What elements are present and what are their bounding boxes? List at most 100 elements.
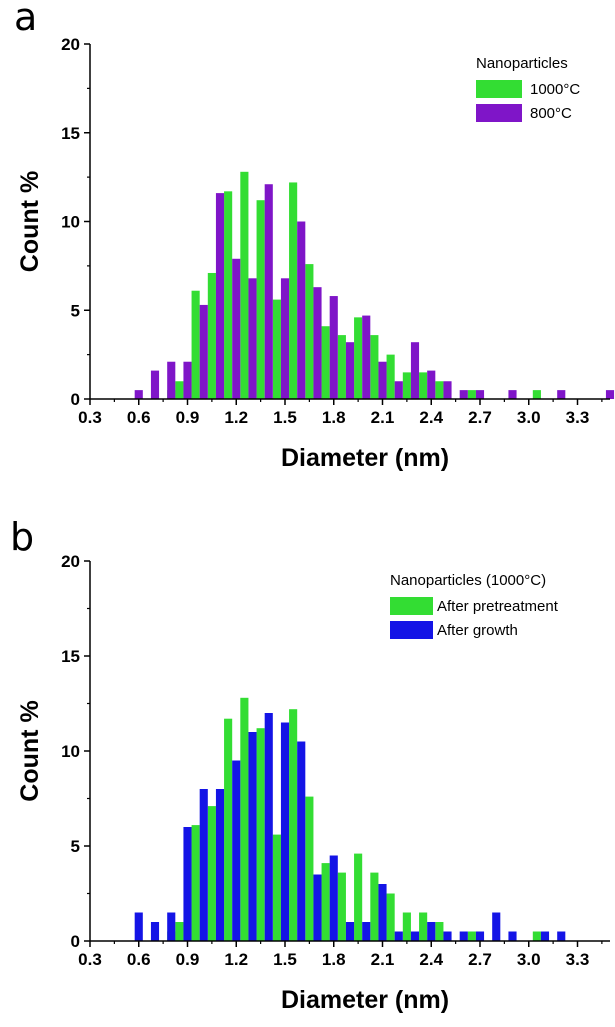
bar-series-0	[167, 697, 541, 941]
x-tick-label: 2.1	[371, 950, 395, 969]
bar	[410, 342, 420, 399]
bar	[337, 335, 346, 399]
legend-entry: After pretreatment	[437, 598, 559, 615]
bar	[329, 296, 338, 399]
bar	[508, 931, 517, 941]
bar	[264, 713, 273, 941]
bar	[321, 326, 330, 399]
bar	[232, 258, 241, 399]
y-tick-label: 20	[61, 35, 80, 54]
bar	[207, 806, 216, 941]
bar	[134, 912, 143, 941]
x-tick-label: 3.3	[566, 408, 590, 427]
bar	[378, 884, 387, 941]
x-tick-label: 2.4	[419, 950, 443, 969]
bar	[557, 390, 566, 399]
bar	[378, 361, 387, 399]
bar	[305, 796, 314, 941]
bar	[427, 370, 436, 399]
bar	[248, 278, 257, 399]
x-axis-title: Diameter (nm)	[281, 444, 449, 472]
legend-entry: 800°C	[530, 105, 572, 122]
legend: Nanoparticles 1000°C 800°C	[476, 55, 580, 122]
bar	[605, 390, 615, 399]
x-tick-label: 2.1	[371, 408, 395, 427]
bar	[329, 855, 338, 941]
y-tick-label: 15	[61, 647, 80, 666]
bar	[199, 789, 208, 941]
bar	[394, 931, 403, 941]
legend-swatch	[390, 621, 433, 639]
y-tick-label: 10	[61, 742, 80, 761]
bar	[134, 390, 143, 399]
x-tick-label: 0.6	[127, 408, 151, 427]
bar	[427, 922, 436, 941]
bar	[467, 390, 476, 399]
bar	[150, 370, 160, 399]
panel-label: b	[10, 515, 34, 559]
bar	[540, 931, 550, 941]
bar	[215, 193, 225, 399]
y-axis-title: Count %	[16, 700, 44, 801]
bar	[248, 732, 257, 941]
x-tick-label: 2.7	[468, 950, 492, 969]
legend-entry: After growth	[437, 622, 518, 639]
y-tick-label: 5	[71, 837, 80, 856]
bar	[345, 342, 355, 399]
y-tick-label: 20	[61, 552, 80, 571]
y-tick-label: 0	[71, 390, 80, 409]
x-tick-label: 2.7	[468, 408, 492, 427]
bar	[313, 287, 322, 399]
bar	[224, 191, 233, 399]
bar	[532, 931, 541, 941]
bar	[459, 390, 468, 399]
bar	[272, 834, 281, 941]
bar	[370, 872, 379, 941]
x-tick-label: 2.4	[419, 408, 443, 427]
bar	[272, 299, 281, 399]
bar	[264, 184, 273, 399]
bar	[224, 718, 233, 941]
bar	[386, 354, 395, 399]
bar	[532, 390, 541, 399]
bar	[345, 922, 355, 941]
legend-swatch	[476, 80, 522, 98]
bar	[305, 264, 314, 399]
y-tick-label: 15	[61, 124, 80, 143]
bar	[191, 825, 200, 941]
x-tick-label: 0.3	[78, 950, 102, 969]
bar	[240, 697, 249, 941]
bar	[183, 827, 192, 941]
x-axis-title: Diameter (nm)	[281, 986, 449, 1014]
x-tick-label: 3.0	[517, 408, 541, 427]
x-tick-label: 0.3	[78, 408, 102, 427]
x-tick-label: 1.8	[322, 950, 346, 969]
bar	[459, 931, 468, 941]
bar	[475, 390, 485, 399]
bar-series-0	[167, 171, 541, 399]
bar	[256, 728, 265, 941]
bar	[467, 931, 476, 941]
legend: Nanoparticles (1000°C) After pretreatment…	[390, 572, 559, 639]
x-tick-label: 0.6	[127, 950, 151, 969]
bar	[167, 361, 176, 399]
bar	[150, 922, 160, 941]
bar	[175, 922, 184, 941]
y-tick-label: 5	[71, 301, 80, 320]
bar	[215, 789, 225, 941]
panel-label: a	[14, 0, 37, 39]
y-axis-title: Count %	[16, 171, 44, 272]
bar	[557, 931, 566, 941]
bar	[232, 760, 241, 941]
legend-entry: 1000°C	[530, 81, 580, 98]
bar	[289, 182, 298, 399]
bar	[362, 922, 371, 941]
legend-swatch	[476, 104, 522, 122]
bar	[508, 390, 517, 399]
y-tick-label: 0	[71, 932, 80, 951]
legend-title: Nanoparticles	[476, 55, 568, 72]
panel-b: b 0 5 10 15 20 0.3 0.6 0.9 1.2 1.5 1.8 2.1 2.4 2.7 3.0 3…	[10, 515, 610, 1014]
bar	[199, 304, 208, 399]
bar	[297, 741, 306, 941]
y-tick-label: 10	[61, 213, 80, 232]
